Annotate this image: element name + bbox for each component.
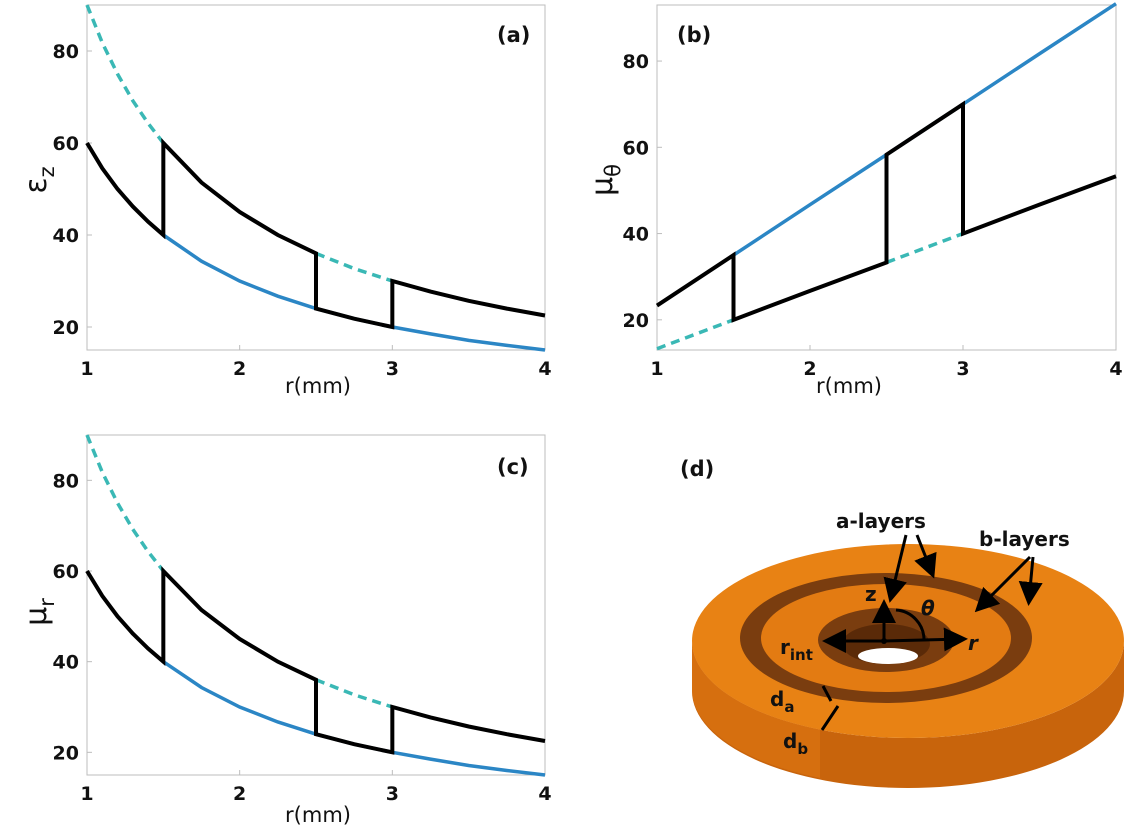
series-a-1-teal-dashed — [85, 4, 165, 145]
y-axis-label-sub-b: θ — [601, 164, 625, 177]
x-axis-label-b: r(mm) — [816, 374, 882, 398]
b-layers-pointer-2 — [1018, 556, 1043, 606]
db-marker — [820, 705, 840, 731]
x-tick-label-c: 2 — [233, 783, 246, 805]
series-a-2-teal-dashed — [315, 251, 393, 283]
panel-c: 1 2 3 4 20 40 60 80 (c) r(mm) μr — [19, 434, 552, 827]
db-label: db — [783, 729, 808, 758]
x-tick-label-b: 2 — [803, 358, 816, 380]
y-axis-label-main-b: μ — [585, 177, 620, 196]
x-axis-label-c: r(mm) — [285, 803, 351, 827]
x-axis-label-a: r(mm) — [285, 374, 351, 398]
series-a-3-black-solid — [85, 138, 546, 330]
series-c-2-teal-dashed — [315, 678, 393, 709]
da-marker — [821, 685, 833, 702]
series-b-1-teal-dashed — [656, 318, 735, 351]
y-tick-label-b: 40 — [623, 224, 649, 246]
y-tick-label-c: 20 — [53, 742, 79, 764]
db-main: d — [783, 729, 797, 753]
x-tick-label-c: 1 — [80, 783, 93, 805]
panel-label-b: (b) — [677, 23, 711, 47]
plot-frame-c — [86, 434, 546, 776]
y-axis-label-sub-c: r — [35, 598, 59, 607]
origin-dot — [881, 638, 887, 644]
da-sub: a — [784, 698, 794, 716]
y-tick-label-b: 20 — [623, 310, 649, 332]
db-sub: b — [797, 740, 808, 758]
da-main: d — [770, 687, 784, 711]
y-axis-label-sub-a: z — [35, 166, 59, 177]
y-tick-label-a: 20 — [53, 317, 79, 339]
x-tick-label-a: 4 — [538, 358, 551, 380]
r-label: r — [968, 631, 979, 655]
x-tick-label-a: 2 — [233, 358, 246, 380]
ring-diagram: (d) z θ r rint a-layers b-layers — [680, 457, 1124, 788]
r-axis-arrow — [883, 627, 968, 652]
r-int-label: rint — [780, 635, 813, 664]
y-axis-label-a: εz — [19, 166, 59, 193]
b-layers-pointer — [974, 555, 1032, 613]
y-tick-label-c: 80 — [53, 470, 79, 492]
y-axis-label-main-c: μ — [19, 607, 54, 626]
y-tick-label-b: 60 — [623, 137, 649, 159]
series-c-1-teal-dashed — [85, 434, 165, 573]
b-layers-label: b-layers — [979, 527, 1070, 551]
x-tick-label-a: 3 — [386, 358, 399, 380]
r-int-sub: int — [790, 646, 813, 664]
y-tick-label-c: 40 — [53, 652, 79, 674]
a-layers-pointer — [883, 534, 908, 603]
y-tick-label-b: 80 — [623, 51, 649, 73]
theta-label: θ — [921, 596, 935, 620]
series-a-0-blue-solid — [162, 233, 546, 352]
y-axis-label-b: μθ — [585, 164, 625, 196]
center-hole-opening — [858, 648, 918, 664]
panel-a: 1 2 3 4 20 40 60 80 (a) r(mm) εz — [19, 4, 552, 398]
panel-label-c: (c) — [497, 455, 529, 479]
series-c-3-black-solid — [85, 566, 546, 755]
y-tick-label-a: 60 — [53, 133, 79, 155]
z-label: z — [865, 582, 877, 606]
r-int-main: r — [780, 635, 790, 659]
series-c-0-blue-solid — [162, 660, 546, 777]
panel-b: 1 2 3 4 20 40 60 80 (b) r(mm) μθ — [585, 2, 1123, 398]
y-axis-label-main-a: ε — [19, 177, 54, 193]
x-tick-label-c: 4 — [538, 783, 551, 805]
x-tick-label-b: 4 — [1109, 358, 1122, 380]
x-tick-label-b: 3 — [956, 358, 969, 380]
series-b-3-black-solid — [655, 100, 1117, 323]
y-tick-label-a: 80 — [53, 41, 79, 63]
a-layers-label: a-layers — [836, 509, 926, 533]
da-label: da — [770, 687, 794, 716]
panel-label-a: (a) — [497, 23, 530, 47]
y-tick-label-a: 40 — [53, 225, 79, 247]
x-tick-label-b: 1 — [650, 358, 663, 380]
series-b-2-teal-dashed — [885, 231, 964, 265]
panel-label-d: (d) — [680, 457, 714, 481]
a-layers-pointer-2 — [914, 534, 937, 579]
y-axis-label-c: μr — [19, 598, 59, 626]
theta-arc — [895, 608, 926, 641]
y-tick-label-c: 60 — [53, 561, 79, 583]
x-tick-label-c: 3 — [386, 783, 399, 805]
plot-frame-a — [86, 4, 546, 351]
x-tick-label-a: 1 — [80, 358, 93, 380]
